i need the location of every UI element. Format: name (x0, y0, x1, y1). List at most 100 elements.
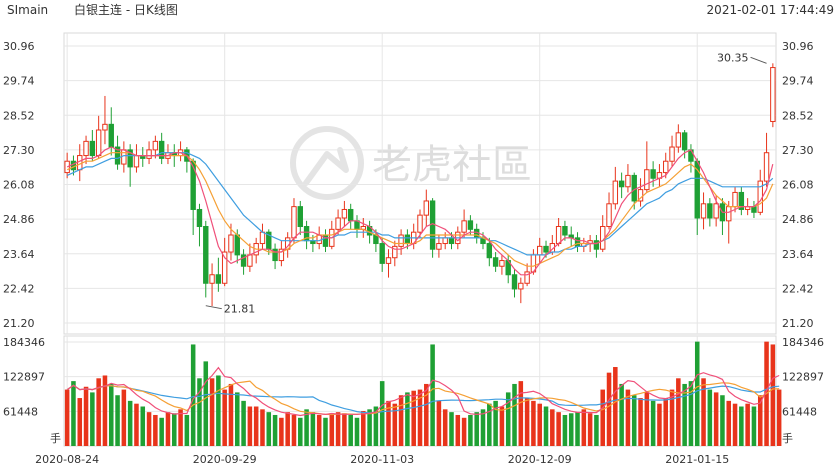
candle-body (335, 217, 341, 230)
candle-body (644, 169, 650, 191)
candle-body (108, 123, 114, 148)
candle-body (486, 243, 493, 259)
volume-bar (505, 392, 511, 446)
volume-bar (568, 413, 574, 446)
candle (177, 141, 184, 162)
candle-body (675, 132, 682, 148)
candle-body (555, 226, 562, 245)
volume-tick-label: 61448 (3, 405, 38, 418)
watermark: 老虎社區 (372, 142, 532, 188)
volume-bar (531, 400, 536, 446)
volume-bar (178, 409, 183, 446)
volume-bar (518, 381, 524, 446)
candle-body (114, 146, 121, 165)
candle-body (574, 237, 581, 247)
volume-bar (606, 372, 612, 446)
candle (637, 178, 644, 207)
candle (347, 203, 354, 230)
low-marker-line (205, 305, 222, 310)
volume-bar (550, 409, 555, 446)
candle-body (618, 180, 625, 188)
candle-body (133, 155, 140, 168)
candle (316, 226, 322, 250)
candle (360, 217, 366, 238)
date-tick-label: 2020-11-03 (350, 453, 414, 466)
price-tick-label: 21.20 (782, 317, 814, 330)
price-tick-label: 24.86 (3, 213, 35, 226)
ma-slow-line (66, 152, 774, 256)
candle-body (196, 208, 203, 228)
volume-bar (524, 398, 530, 446)
candle (272, 243, 278, 270)
volume-bar (726, 400, 732, 446)
date-axis: 2020-08-24 2020-09-29 2020-11-03 2020-12-09… (35, 453, 729, 466)
volume-bar (594, 414, 599, 446)
volume-bar (405, 392, 410, 446)
candle (64, 152, 70, 179)
volume-bar (285, 412, 290, 446)
volume-unit-label: 手 (50, 431, 61, 445)
volume-bar (323, 417, 328, 446)
volume-tick-label: 122897 (782, 371, 824, 384)
volume-bar (770, 344, 776, 446)
volume-bar (776, 389, 782, 446)
price-tick-label: 29.74 (782, 75, 814, 88)
candle-body (95, 129, 102, 157)
volume-bar (272, 414, 278, 446)
volume-bar (348, 414, 353, 446)
candle-body (398, 234, 404, 247)
volume-bar (90, 392, 95, 446)
price-tick-label: 28.52 (782, 109, 814, 122)
candle-body (417, 214, 423, 233)
ma-fast-line (66, 146, 774, 276)
candle-body (669, 146, 675, 162)
candle (593, 235, 600, 258)
volume-ma-mid-line (66, 380, 780, 416)
volume-bar (480, 409, 486, 446)
candle (203, 220, 209, 298)
candle (486, 237, 493, 267)
annotations: 30.35 21.81 (205, 51, 767, 316)
candle (707, 198, 713, 227)
date-tick-label: 2020-12-09 (508, 453, 572, 466)
candle (763, 132, 770, 187)
candle (618, 172, 625, 199)
candle-body (215, 274, 222, 284)
volume-bar (436, 400, 442, 446)
candle (341, 200, 348, 227)
candle (474, 223, 480, 244)
candle (209, 263, 215, 306)
volume-bar (537, 403, 542, 446)
candle (700, 192, 707, 230)
volume-bar (676, 378, 681, 446)
candle (335, 209, 341, 236)
candle (537, 237, 543, 264)
high-marker-line (750, 56, 767, 64)
volume-bar (342, 413, 347, 446)
volume-bar (631, 395, 637, 446)
symbol-label: SImain (7, 3, 48, 17)
candle (379, 237, 385, 272)
candle-body (146, 149, 152, 159)
candle-body (524, 271, 530, 284)
timestamp: 2021-02-01 17:44:49 (707, 3, 834, 17)
candle (253, 237, 259, 264)
price-tick-label: 30.96 (3, 40, 35, 53)
volume-bar (720, 395, 725, 446)
candle (719, 198, 726, 236)
volume-bar (127, 400, 133, 446)
candle (354, 215, 360, 238)
candle (184, 147, 190, 173)
volume-bar (556, 412, 561, 446)
candle-body (297, 206, 303, 228)
tiger-logo-icon (290, 126, 364, 200)
candle (600, 215, 606, 253)
price-tick-label: 27.30 (782, 144, 814, 157)
price-tick-label: 22.42 (3, 282, 35, 295)
volume-bar (392, 403, 398, 446)
candle (83, 135, 89, 165)
candle (95, 115, 102, 159)
volume-bar (298, 417, 303, 446)
volume-bar (411, 390, 416, 446)
candle-body (423, 200, 430, 216)
